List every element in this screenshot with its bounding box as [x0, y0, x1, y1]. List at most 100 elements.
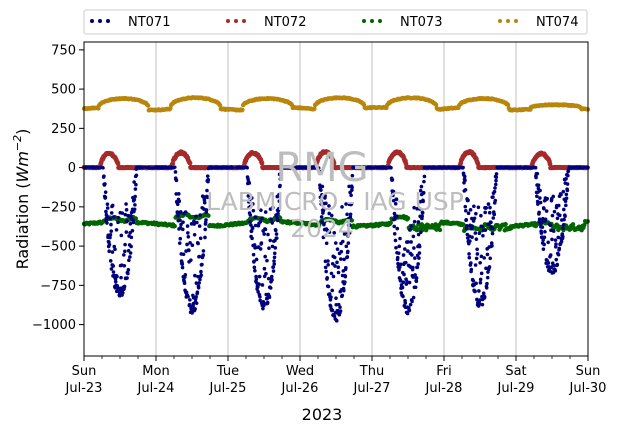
point-NT071	[127, 258, 131, 263]
point-NT071	[333, 264, 337, 268]
point-NT071	[474, 211, 478, 216]
watermark-line2: LABMICRO - IAG USP	[206, 187, 464, 216]
point-NT071	[202, 200, 207, 205]
point-NT071	[475, 247, 479, 252]
x-tick-label-weekday: Sun	[576, 364, 601, 379]
point-NT071	[417, 256, 421, 260]
point-NT071	[538, 196, 542, 200]
point-NT071	[536, 183, 541, 187]
legend-item: NT071	[90, 15, 170, 30]
point-NT071	[276, 211, 280, 216]
point-NT071	[461, 165, 465, 169]
point-NT071	[260, 216, 264, 221]
point-NT071	[108, 259, 113, 263]
point-NT071	[325, 276, 329, 280]
point-NT071	[407, 280, 412, 285]
legend-marker	[378, 19, 382, 23]
point-NT071	[178, 236, 183, 241]
point-NT071	[254, 257, 259, 262]
point-NT071	[329, 295, 333, 299]
point-NT071	[392, 231, 397, 236]
point-NT071	[344, 244, 349, 249]
point-NT071	[484, 286, 489, 290]
y-tick-label: 500	[51, 83, 76, 98]
point-NT071	[474, 256, 479, 261]
point-NT071	[253, 215, 258, 220]
point-NT071	[175, 202, 180, 207]
point-NT071	[562, 217, 566, 222]
legend-item: NT074	[498, 15, 578, 30]
point-NT071	[539, 231, 544, 235]
legend-label: NT073	[400, 15, 442, 30]
point-NT071	[132, 207, 137, 212]
point-NT071	[338, 257, 343, 261]
point-NT071	[397, 244, 402, 249]
point-NT071	[197, 224, 202, 228]
y-tick-label: 0	[68, 161, 76, 176]
point-NT071	[134, 173, 139, 178]
point-NT071	[563, 199, 568, 204]
point-NT071	[193, 307, 197, 311]
point-NT071	[541, 238, 545, 242]
point-NT071	[177, 199, 182, 203]
point-NT071	[111, 215, 116, 219]
point-NT071	[392, 211, 397, 216]
point-NT071	[247, 181, 252, 185]
point-NT071	[534, 175, 538, 180]
point-NT071	[195, 290, 200, 294]
point-NT071	[103, 190, 108, 194]
point-NT071	[258, 294, 262, 299]
point-NT071	[268, 238, 273, 243]
legend-marker	[514, 19, 518, 23]
point-NT071	[193, 273, 197, 278]
point-NT071	[408, 302, 413, 307]
point-NT071	[274, 232, 279, 236]
point-NT071	[268, 286, 273, 290]
point-NT071	[472, 204, 476, 209]
point-NT071	[403, 301, 408, 305]
point-NT071	[177, 241, 182, 245]
legend-frame	[83, 9, 588, 35]
point-NT071	[181, 220, 185, 224]
point-NT071	[123, 212, 128, 217]
point-NT071	[249, 229, 254, 233]
point-NT071	[129, 214, 133, 218]
point-NT071	[182, 281, 187, 285]
point-NT071	[393, 238, 398, 243]
point-NT071	[189, 258, 193, 262]
point-NT071	[260, 283, 265, 287]
point-NT073	[388, 220, 393, 226]
point-NT071	[467, 252, 471, 256]
point-NT071	[114, 228, 119, 232]
point-NT071	[487, 210, 492, 215]
point-NT071	[317, 169, 322, 174]
point-NT071	[267, 246, 271, 251]
point-NT071	[463, 208, 468, 213]
point-NT071	[205, 195, 210, 200]
point-NT071	[124, 208, 129, 212]
point-NT071	[422, 179, 426, 184]
point-NT071	[468, 239, 472, 243]
point-NT071	[203, 235, 207, 240]
point-NT071	[554, 257, 559, 262]
point-NT071	[348, 212, 353, 217]
point-NT071	[538, 200, 543, 205]
point-NT071	[134, 182, 138, 187]
point-NT071	[561, 223, 566, 227]
point-NT071	[124, 230, 129, 234]
point-NT071	[332, 230, 337, 235]
point-NT071	[128, 251, 133, 255]
point-NT071	[327, 230, 332, 234]
point-NT071	[124, 202, 128, 206]
point-NT071	[112, 244, 117, 249]
point-NT071	[565, 182, 570, 186]
point-NT071	[409, 224, 414, 228]
point-NT071	[478, 298, 482, 302]
point-NT071	[132, 180, 136, 184]
point-NT071	[267, 295, 272, 300]
point-NT071	[256, 290, 260, 294]
point-NT073	[349, 218, 355, 223]
point-NT073	[133, 216, 139, 221]
point-NT071	[477, 231, 482, 235]
